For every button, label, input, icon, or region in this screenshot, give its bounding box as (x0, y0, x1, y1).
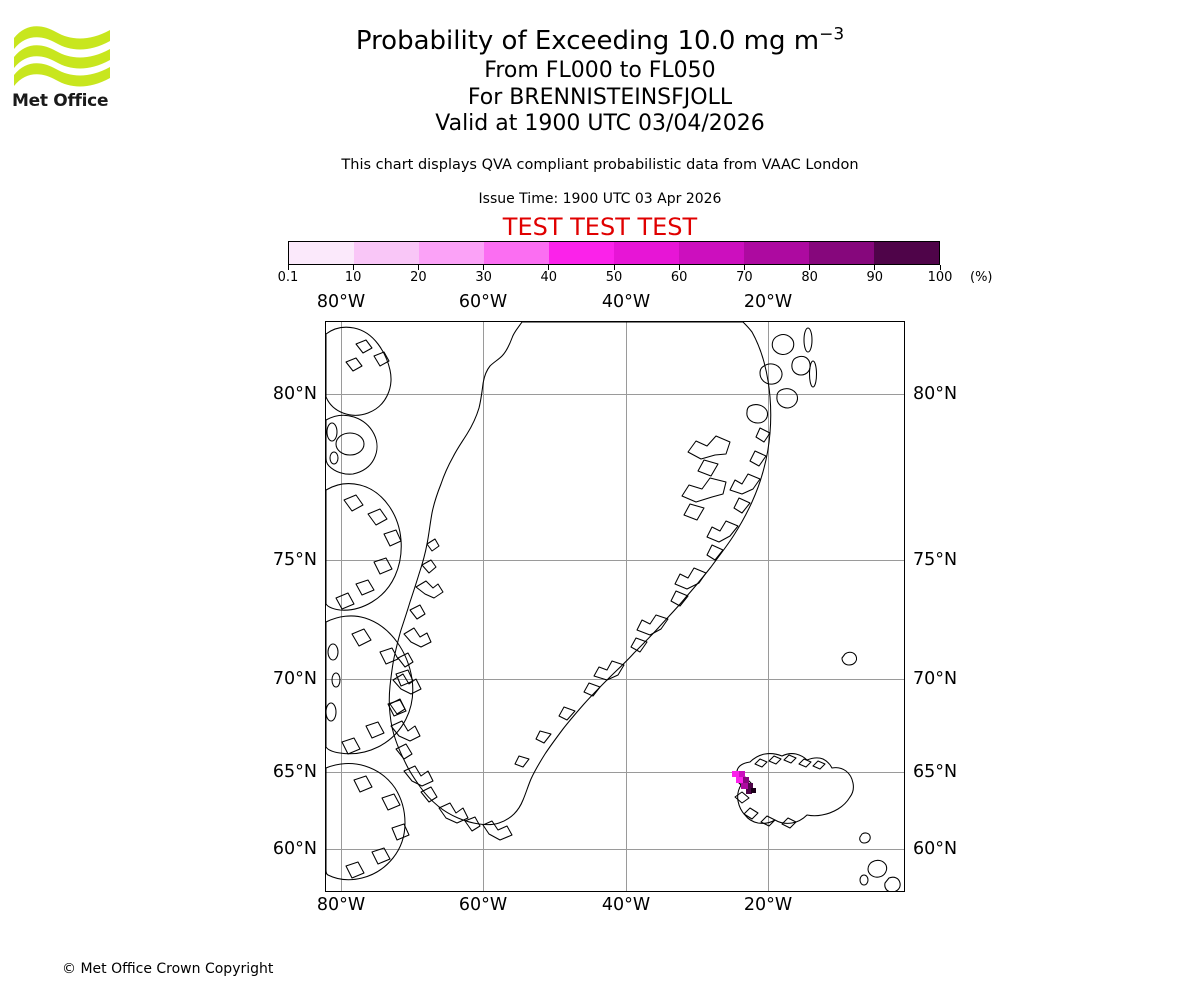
issue-time-label: Issue Time: 1900 UTC 03 Apr 2026 (478, 191, 722, 207)
map-gridlines (326, 322, 904, 891)
lat-label-left-2: 70°N (272, 669, 317, 689)
met-office-logo: Met Office (12, 18, 112, 113)
lat-label-right-2: 70°N (913, 669, 958, 689)
iceland-outline (736, 753, 854, 824)
chart-title-block: Probability of Exceeding 10.0 mg m−3 Fro… (0, 24, 1200, 138)
colorbar-segment-3 (484, 242, 549, 264)
colorbar-tick-8 (809, 265, 811, 270)
colorbar-segment-4 (549, 242, 614, 264)
probability-colorbar: 0.1 10 20 30 40 50 60 70 80 90 100 (278, 241, 952, 285)
canadian-arctic-islands (326, 326, 414, 881)
colorbar-tick-0 (287, 265, 289, 270)
title-volcano-name: For BRENNISTEINSFJOLL (467, 84, 733, 110)
map-plot-area[interactable] (325, 321, 905, 892)
colorbar-tick-label-8: 80 (801, 270, 818, 285)
northeast-greenland-islands (746, 327, 818, 424)
greenland-scoresby-sund (681, 435, 731, 521)
colorbar-tick-label-5: 50 (605, 270, 623, 285)
greenland-east-fjords (514, 427, 771, 768)
greenland-outline (388, 322, 772, 826)
lon-label-top-0: 80°W (316, 292, 366, 312)
colorbar-segment-9 (874, 242, 939, 264)
colorbar-tick-label-6: 60 (670, 270, 688, 285)
colorbar-segment-1 (354, 242, 419, 264)
lat-label-left-0: 80°N (272, 384, 317, 404)
title-main-text: Probability of Exceeding 10.0 mg m (355, 26, 820, 56)
colorbar-tick-3 (483, 265, 485, 270)
colorbar-gradient (288, 241, 940, 265)
colorbar-tick-labels: 0.1 10 20 30 40 50 60 70 80 90 100 (278, 270, 953, 288)
lon-label-bottom-2: 40°W (601, 895, 651, 915)
colorbar-tick-label-1: 10 (344, 270, 362, 285)
colorbar-tick-4 (548, 265, 550, 270)
lat-label-right-4: 60°N (913, 839, 958, 859)
colorbar-tick-7 (743, 265, 745, 270)
lon-label-top-3: 20°W (743, 292, 793, 312)
colorbar-segment-8 (809, 242, 874, 264)
colorbar-tick-label-7: 70 (736, 270, 753, 285)
test-banner: TEST TEST TEST (502, 213, 698, 241)
met-office-wave-mark (14, 26, 110, 87)
colorbar-tick-label-10: 100 (927, 270, 953, 285)
colorbar-tick-5 (613, 265, 615, 270)
colorbar-tick-label-3: 30 (475, 270, 492, 285)
jan-mayen-island (841, 651, 858, 666)
colorbar-tick-10 (939, 265, 941, 270)
lat-label-right-0: 80°N (913, 384, 958, 404)
colorbar-tick-1 (352, 265, 354, 270)
lat-label-right-1: 75°N (913, 550, 958, 570)
qva-compliance-note: This chart displays QVA compliant probab… (341, 157, 859, 173)
southeast-small-islands (859, 859, 901, 891)
page-title: Probability of Exceeding 10.0 mg m−3 (0, 24, 1200, 58)
met-office-logo-text: Met Office (12, 91, 109, 111)
colorbar-tick-2 (417, 265, 419, 270)
colorbar-tick-label-9: 90 (866, 270, 884, 285)
lat-label-left-1: 75°N (272, 550, 317, 570)
lon-label-bottom-0: 80°W (316, 895, 366, 915)
colorbar-segment-0 (289, 242, 354, 264)
lat-label-left-4: 60°N (272, 839, 317, 859)
lon-label-bottom-1: 60°W (458, 895, 508, 915)
lat-label-left-3: 65°N (272, 762, 317, 782)
iceland-coast-detail (734, 754, 826, 829)
greenland-west-fjords (389, 538, 513, 841)
title-exponent: −3 (819, 24, 845, 45)
lat-label-right-3: 65°N (913, 762, 958, 782)
colorbar-tick-label-0: 0.1 (277, 270, 299, 285)
colorbar-tick-label-4: 40 (540, 270, 558, 285)
title-flight-levels: From FL000 to FL050 (484, 58, 716, 83)
map-canvas (326, 322, 904, 891)
lon-label-bottom-3: 20°W (743, 895, 793, 915)
lon-label-top-2: 40°W (601, 292, 651, 312)
colorbar-tick-label-2: 20 (410, 270, 427, 285)
colorbar-segment-2 (419, 242, 484, 264)
colorbar-ticks (287, 265, 941, 271)
colorbar-unit-label: (%) (970, 270, 993, 285)
colorbar-tick-9 (874, 265, 876, 270)
colorbar-tick-6 (678, 265, 680, 270)
colorbar-segment-5 (614, 242, 679, 264)
lon-label-top-1: 60°W (458, 292, 508, 312)
copyright-footer: © Met Office Crown Copyright (62, 961, 274, 977)
title-valid-time: Valid at 1900 UTC 03/04/2026 (435, 111, 765, 136)
colorbar-segment-7 (744, 242, 809, 264)
coastlines (326, 322, 901, 891)
colorbar-segment-6 (679, 242, 744, 264)
westman-islands (859, 832, 871, 844)
